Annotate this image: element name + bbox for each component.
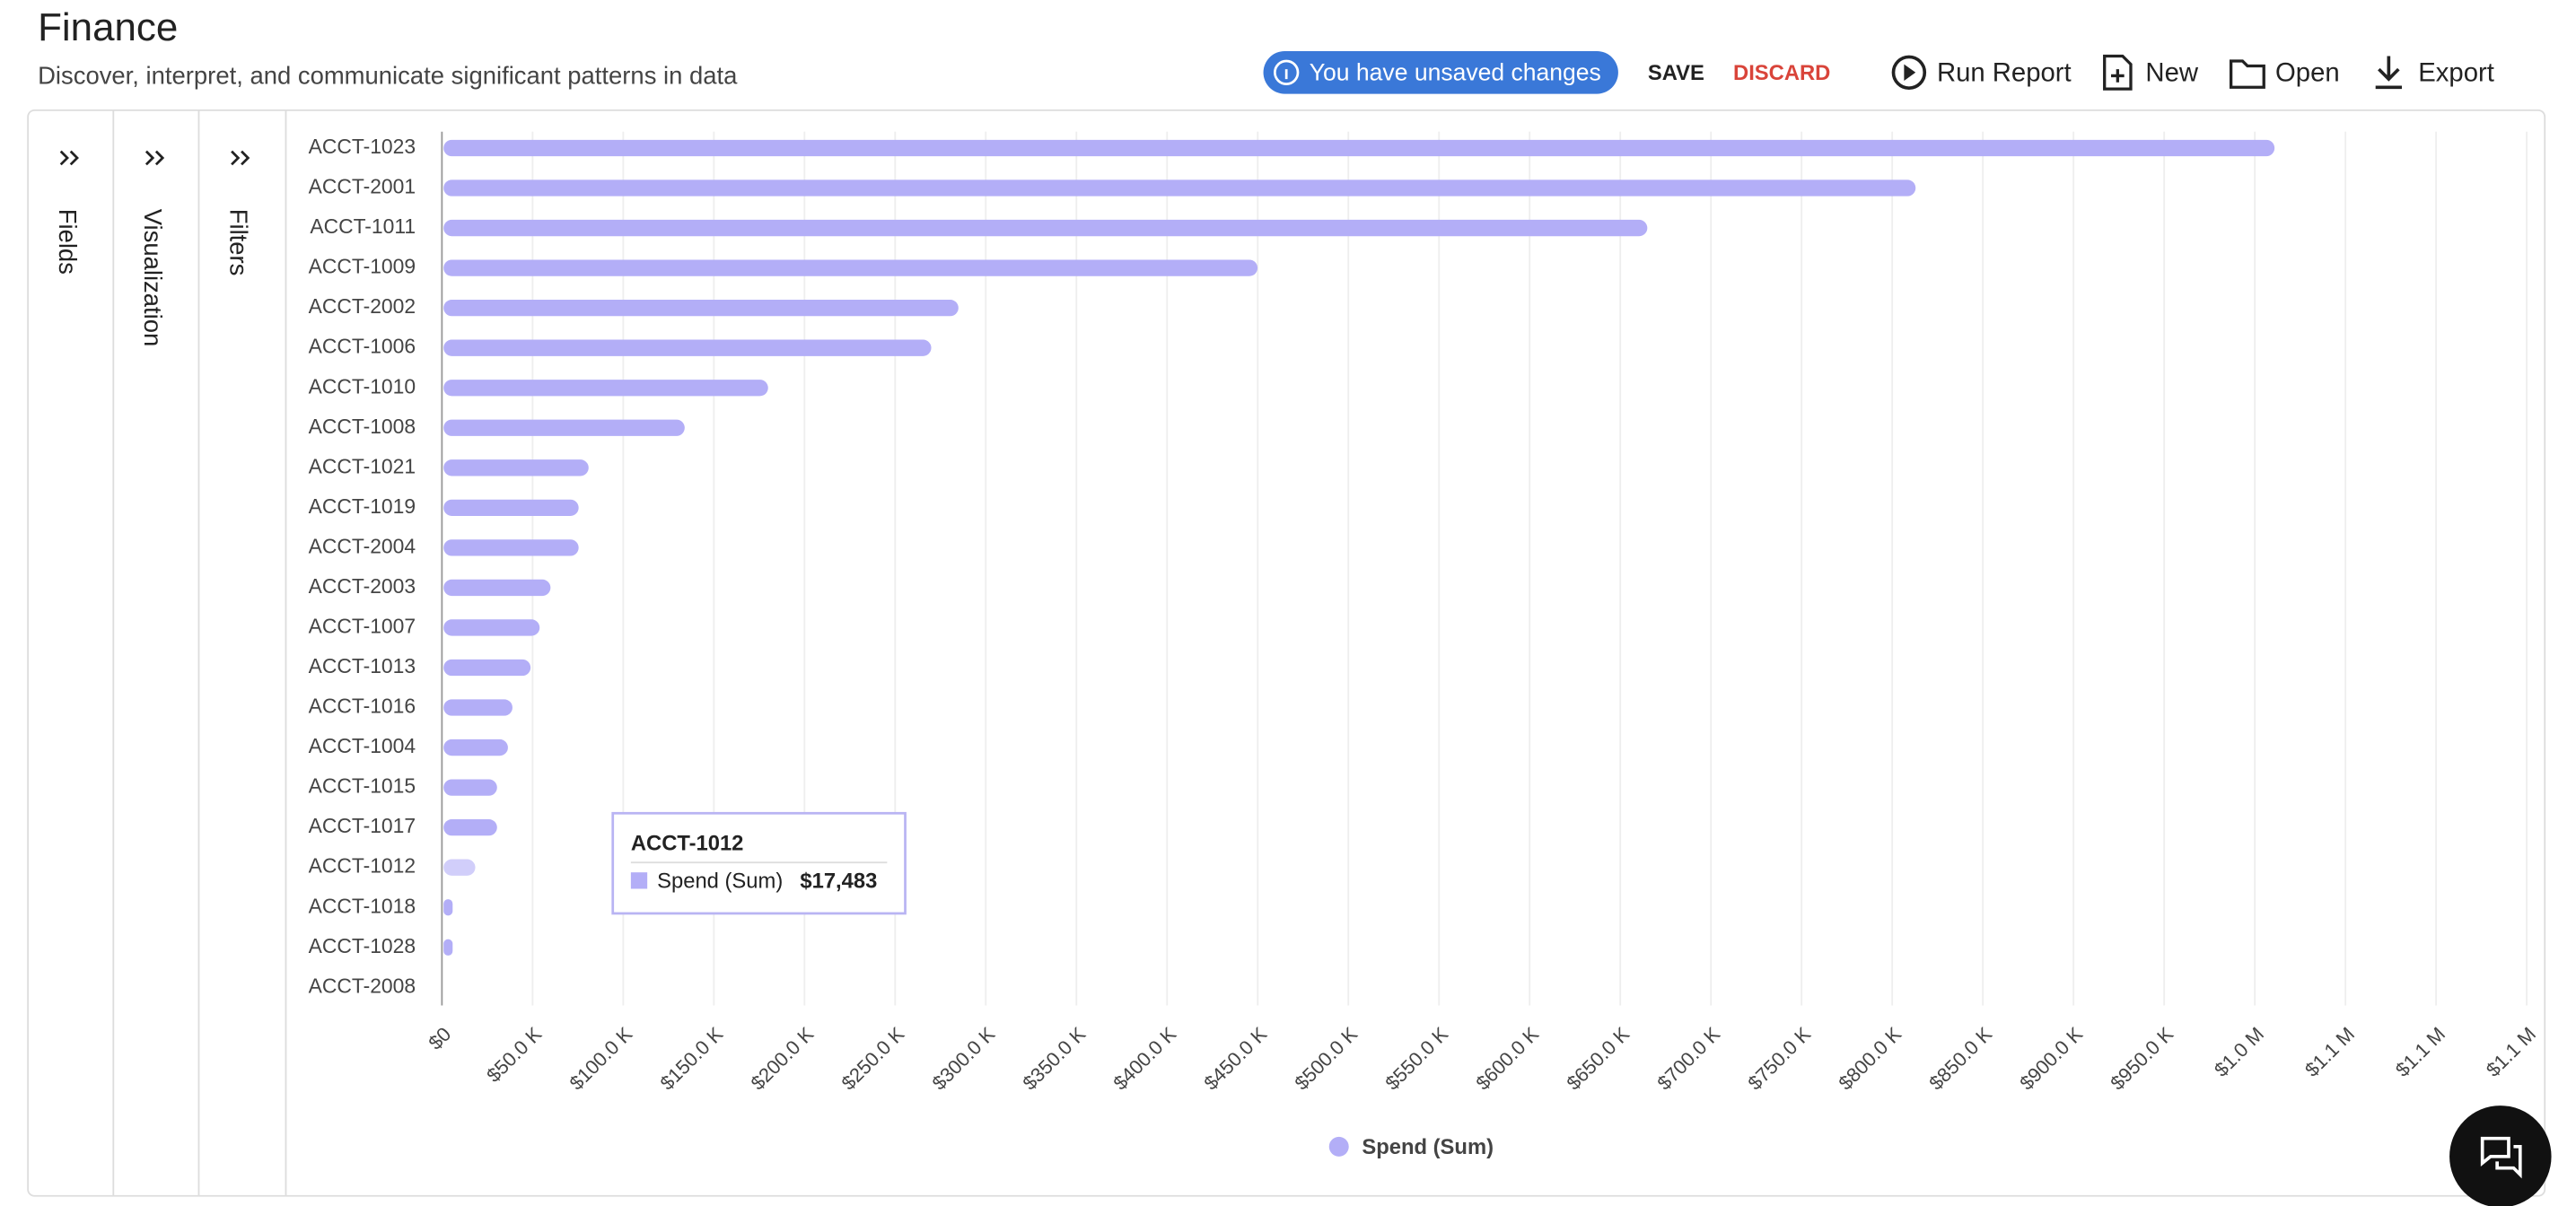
tooltip-title: ACCT-1012 (631, 831, 744, 855)
chat-icon (2480, 1136, 2522, 1179)
bar[interactable] (443, 779, 497, 796)
y-tick-label: ACCT-1011 (310, 214, 416, 238)
y-tick-label: ACCT-1021 (309, 454, 416, 477)
side-tab[interactable]: Fields (54, 209, 82, 275)
bar[interactable] (443, 459, 589, 476)
open-icon (2229, 59, 2265, 89)
run-icon (1891, 55, 1927, 91)
tooltip-series: Spend (Sum) (657, 869, 783, 893)
y-tick-label: ACCT-2003 (309, 574, 416, 598)
y-tick-label: ACCT-2004 (309, 534, 416, 557)
unsaved-pill (1263, 51, 1618, 94)
unsaved-text: You have unsaved changes (1310, 59, 1601, 86)
bar[interactable] (443, 859, 476, 876)
expand-icon (231, 150, 250, 166)
y-tick-label: ACCT-1012 (309, 854, 416, 878)
bar[interactable] (443, 579, 551, 597)
y-tick-label: ACCT-1009 (309, 255, 416, 278)
bar[interactable] (443, 539, 579, 556)
side-tab[interactable]: Filters (224, 209, 252, 276)
bar[interactable] (443, 339, 932, 356)
y-tick-label: ACCT-1019 (309, 494, 416, 518)
bar[interactable] (443, 738, 508, 756)
bar[interactable] (443, 499, 579, 516)
y-tick-label: ACCT-1006 (309, 335, 416, 358)
bar[interactable] (443, 259, 1258, 276)
export-button[interactable]: Export (2418, 57, 2494, 87)
bar[interactable] (443, 380, 768, 397)
bar[interactable] (443, 659, 531, 677)
bar[interactable] (443, 619, 540, 636)
bar[interactable] (443, 139, 2275, 157)
bar[interactable] (443, 939, 453, 956)
y-tick-label: ACCT-2002 (309, 294, 416, 318)
bar[interactable] (443, 899, 453, 916)
tooltip-value: $17,483 (800, 869, 877, 893)
tooltip-swatch (630, 872, 648, 889)
bar[interactable] (443, 179, 1916, 197)
y-tick-label: ACCT-1017 (309, 814, 416, 837)
y-tick-label: ACCT-2001 (309, 175, 416, 198)
page-subtitle: Discover, interpret, and communicate sig… (38, 62, 738, 90)
y-tick-label: ACCT-1018 (309, 894, 416, 917)
y-tick-label: ACCT-1008 (309, 415, 416, 438)
bar[interactable] (443, 419, 685, 436)
new-icon (2103, 54, 2133, 91)
export-icon (2375, 56, 2402, 90)
save-button[interactable]: SAVE (1648, 61, 1704, 85)
run-icon (1904, 64, 1916, 81)
y-tick-label: ACCT-1016 (309, 695, 416, 718)
y-tick-label: ACCT-1004 (309, 734, 416, 757)
legend-label: Spend (Sum) (1362, 1135, 1494, 1159)
bar[interactable] (443, 299, 959, 317)
y-tick-label: ACCT-1023 (309, 135, 416, 158)
bar[interactable] (443, 219, 1648, 237)
page-title: Finance (38, 5, 178, 49)
chart: $0 $50.0 K $100.0 K $150.0 K $200.0 K $250.0 … (309, 131, 2540, 1159)
side-tab[interactable]: Visualization (139, 209, 167, 347)
y-tick-label: ACCT-1010 (309, 374, 416, 398)
expand-icon (59, 150, 79, 166)
y-tick-label: ACCT-1007 (309, 615, 416, 638)
y-tick-label: ACCT-2008 (309, 974, 416, 997)
bar[interactable] (443, 699, 513, 716)
new-button[interactable]: New (2145, 57, 2198, 87)
y-tick-label: ACCT-1028 (309, 934, 416, 957)
y-tick-label: ACCT-1015 (309, 774, 416, 798)
info-icon (1273, 59, 1300, 85)
discard-button[interactable]: DISCARD (1733, 61, 1830, 85)
run-report-button[interactable]: Run Report (1937, 57, 2072, 87)
bar[interactable] (443, 818, 497, 836)
expand-icon (145, 150, 165, 166)
open-button[interactable]: Open (2275, 57, 2340, 87)
legend-swatch (1328, 1136, 1349, 1157)
y-tick-label: ACCT-1013 (309, 654, 416, 677)
